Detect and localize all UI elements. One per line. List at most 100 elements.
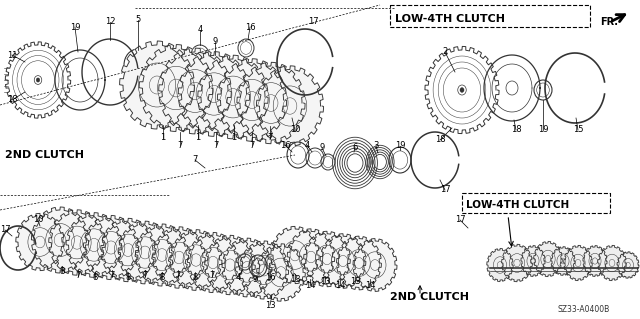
Text: 7: 7	[209, 271, 214, 280]
Polygon shape	[136, 224, 189, 286]
Polygon shape	[100, 218, 156, 282]
Text: 13: 13	[349, 278, 360, 286]
Text: 2: 2	[442, 48, 447, 56]
Polygon shape	[237, 62, 305, 144]
Text: 8: 8	[192, 273, 198, 283]
Polygon shape	[170, 230, 222, 290]
Polygon shape	[49, 210, 105, 275]
Polygon shape	[198, 55, 268, 139]
Text: 7: 7	[192, 155, 198, 165]
Text: FR.: FR.	[600, 17, 618, 27]
Text: 9: 9	[212, 38, 218, 47]
Polygon shape	[304, 231, 350, 287]
Text: 10: 10	[290, 125, 300, 135]
Text: LOW-4TH CLUTCH: LOW-4TH CLUTCH	[466, 200, 569, 210]
Text: 12: 12	[105, 18, 115, 26]
Text: 5: 5	[136, 16, 141, 25]
FancyBboxPatch shape	[390, 5, 590, 27]
Text: 7: 7	[250, 140, 255, 150]
Polygon shape	[617, 252, 639, 278]
Polygon shape	[83, 216, 139, 279]
Polygon shape	[16, 213, 64, 271]
Text: 8: 8	[60, 268, 65, 277]
Text: 8: 8	[92, 273, 98, 283]
Ellipse shape	[36, 78, 40, 82]
Text: 13: 13	[290, 276, 300, 285]
Polygon shape	[153, 227, 205, 288]
Text: LOW-4TH CLUTCH: LOW-4TH CLUTCH	[395, 14, 505, 24]
Polygon shape	[139, 45, 213, 131]
Polygon shape	[598, 245, 627, 281]
Polygon shape	[287, 229, 335, 285]
Text: 7: 7	[213, 140, 219, 150]
Text: 9: 9	[319, 144, 324, 152]
Polygon shape	[583, 246, 607, 276]
Text: 1: 1	[161, 133, 166, 143]
Polygon shape	[66, 213, 122, 277]
Text: SZ33-A0400B: SZ33-A0400B	[558, 305, 611, 314]
Polygon shape	[320, 234, 366, 288]
Polygon shape	[271, 226, 319, 284]
Text: 7: 7	[175, 271, 180, 280]
Text: 19: 19	[395, 142, 405, 151]
Text: 18: 18	[511, 125, 522, 135]
Polygon shape	[502, 244, 532, 282]
Polygon shape	[551, 247, 575, 275]
Polygon shape	[521, 246, 545, 276]
Polygon shape	[257, 244, 305, 301]
Text: 19: 19	[70, 23, 80, 32]
Text: 14: 14	[305, 280, 316, 290]
Text: 4: 4	[236, 272, 241, 281]
Text: 7: 7	[142, 271, 148, 280]
Polygon shape	[188, 233, 239, 293]
Polygon shape	[159, 48, 231, 134]
Polygon shape	[534, 241, 563, 277]
Polygon shape	[337, 236, 381, 290]
Polygon shape	[31, 207, 88, 273]
Polygon shape	[564, 245, 592, 281]
Text: 2ND CLUTCH: 2ND CLUTCH	[5, 150, 84, 160]
Text: 4: 4	[305, 140, 310, 150]
Text: 11: 11	[7, 50, 17, 60]
Text: 14: 14	[335, 280, 345, 290]
Polygon shape	[118, 221, 172, 284]
Text: 6: 6	[352, 143, 358, 152]
Polygon shape	[205, 235, 255, 295]
Text: 16: 16	[244, 23, 255, 32]
Text: 17: 17	[0, 226, 10, 234]
Polygon shape	[222, 238, 272, 297]
Text: 9: 9	[252, 276, 258, 285]
Ellipse shape	[460, 88, 464, 93]
Polygon shape	[179, 52, 250, 136]
Text: 8: 8	[159, 273, 164, 283]
Text: 17: 17	[440, 186, 451, 195]
Polygon shape	[353, 239, 397, 291]
Text: 3: 3	[373, 142, 379, 151]
Text: 7: 7	[268, 133, 273, 143]
Polygon shape	[120, 41, 195, 129]
Text: 1: 1	[232, 133, 237, 143]
Text: 17: 17	[454, 216, 465, 225]
Text: 8: 8	[125, 273, 131, 283]
Text: 18: 18	[435, 136, 445, 145]
Polygon shape	[218, 59, 287, 141]
Text: 16: 16	[280, 140, 291, 150]
Text: 19: 19	[538, 125, 548, 135]
Polygon shape	[257, 66, 324, 146]
Text: 17: 17	[308, 18, 318, 26]
Text: 14: 14	[365, 280, 375, 290]
Polygon shape	[239, 241, 289, 299]
Text: 7: 7	[76, 271, 81, 280]
Text: 1: 1	[195, 133, 200, 143]
Text: 7: 7	[109, 271, 115, 280]
Text: 16: 16	[265, 273, 275, 283]
Text: 13: 13	[320, 278, 330, 286]
Text: 15: 15	[573, 125, 583, 135]
FancyBboxPatch shape	[462, 193, 610, 213]
Text: 7: 7	[177, 140, 182, 150]
Text: 10: 10	[33, 216, 44, 225]
Polygon shape	[487, 249, 513, 281]
Text: 13: 13	[265, 300, 275, 309]
Text: 2ND CLUTCH: 2ND CLUTCH	[390, 292, 469, 302]
Text: 4: 4	[197, 26, 203, 34]
